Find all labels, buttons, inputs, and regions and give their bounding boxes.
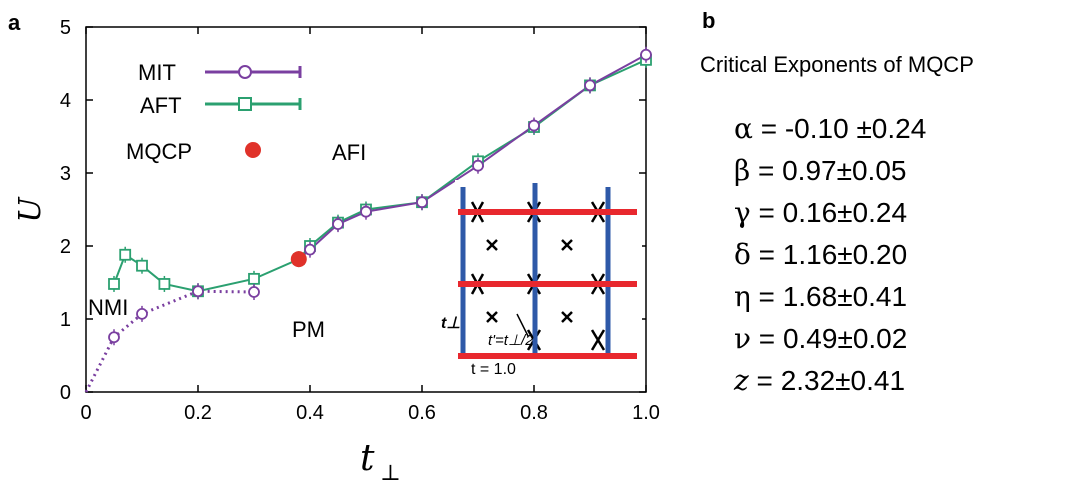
exponent-value: 1.16±0.20	[782, 239, 908, 270]
exponent-equals: =	[752, 113, 785, 144]
region-label-nmi: NMI	[88, 295, 128, 320]
mit-point	[472, 159, 484, 172]
exponent-value: 1.68±0.41	[782, 281, 908, 312]
exponent-symbol: z	[734, 364, 749, 397]
plot-frame	[85, 26, 647, 393]
mit-point	[528, 119, 540, 132]
exponent-symbol: ν	[734, 322, 752, 355]
y-tick-label: 1	[60, 309, 71, 331]
mit-point	[416, 196, 428, 209]
y-axis-label: U	[13, 196, 48, 223]
x-tick-label: 0.4	[296, 402, 324, 424]
exponent-equals: =	[751, 323, 783, 354]
aft-point	[248, 272, 260, 285]
aft-point	[119, 248, 132, 261]
y-tick-label: 4	[60, 90, 71, 112]
aft-point	[108, 278, 120, 290]
exponent-equals: =	[750, 155, 783, 186]
exponent-symbol: γ	[734, 196, 751, 229]
exponent-symbol: η	[734, 280, 751, 313]
x-tick-label: 0	[80, 402, 91, 424]
mit-point	[248, 286, 260, 298]
mit-point	[360, 205, 372, 218]
y-tick-label: 3	[60, 163, 71, 185]
exponent-row: α = -0.10 ±0.24	[734, 112, 926, 145]
inset-label-t: t = 1.0	[471, 361, 516, 378]
axis-tick-labels: 0 0.2 0.4 0.6 0.8 1.0 0 1 2 3 4 5	[60, 17, 660, 424]
panel-b: b Critical Exponents of MQCP α = -0.10 ±…	[700, 0, 1092, 485]
exponent-value: -0.10 ±0.24	[784, 113, 927, 144]
legend-swatch-mit	[205, 65, 302, 79]
exponent-value: 0.97±0.05	[782, 155, 907, 186]
legend-label-mqcp: MQCP	[126, 139, 192, 164]
x-tick-label: 0.8	[520, 402, 548, 424]
legend-label-aft: AFT	[140, 93, 182, 118]
exponent-symbol: δ	[734, 238, 751, 271]
x-tick-label: 1.0	[632, 402, 660, 424]
mit-point	[136, 307, 148, 320]
exponent-value: 2.32±0.41	[780, 365, 906, 396]
region-label-afi: AFI	[332, 140, 366, 165]
panel-a-figure: a 0 0.2 0.4 0.6 0.8 1.0 0 1 2 3 4 5 U t ⊥ NMI PM AF…	[8, 10, 660, 485]
mit-point	[332, 218, 344, 231]
inset-lattice-diagram: t⊥ t'=t⊥/2 t = 1.0	[441, 180, 642, 378]
x-tick-label: 0.2	[184, 402, 212, 424]
exponent-row: z = 2.32±0.41	[734, 364, 905, 397]
region-label-pm: PM	[292, 317, 325, 342]
inset-label-t-prime: t'=t⊥/2	[488, 332, 534, 349]
inset-pointer	[516, 313, 529, 337]
inset-horizontal-bonds	[458, 209, 637, 359]
mqcp-point	[290, 251, 307, 268]
exponent-symbol: β	[734, 154, 751, 187]
exponent-equals: =	[748, 365, 781, 396]
x-axis-label-main: t	[360, 438, 375, 479]
exponent-row: γ = 0.16±0.24	[734, 196, 907, 229]
panel-b-label: b	[702, 8, 716, 33]
mit-point	[192, 285, 204, 298]
mit-point	[584, 79, 596, 92]
mit-point	[304, 243, 316, 256]
aft-point	[136, 259, 148, 272]
legend: MIT AFT MQCP	[126, 60, 302, 164]
legend-swatch-aft	[205, 97, 302, 111]
y-tick-label: 0	[60, 382, 71, 404]
exponent-row: δ = 1.16±0.20	[734, 238, 907, 271]
y-tick-label: 5	[60, 17, 71, 39]
x-tick-label: 0.6	[408, 402, 436, 424]
panel-b-title: Critical Exponents of MQCP	[700, 52, 974, 77]
exponent-row: η = 1.68±0.41	[734, 280, 907, 313]
exponent-equals: =	[750, 197, 783, 228]
inset-label-t-perp: t⊥	[441, 315, 460, 332]
series-layer	[84, 46, 652, 393]
legend-label-mit: MIT	[138, 60, 176, 85]
mit-point	[640, 48, 652, 61]
exponent-value: 0.16±0.24	[782, 197, 908, 228]
exponent-symbol: α	[734, 112, 753, 145]
mit-point	[108, 331, 120, 344]
legend-swatch-mqcp	[245, 142, 261, 158]
exponent-row: ν = 0.49±0.02	[734, 322, 907, 355]
panel-a-label: a	[8, 10, 21, 35]
aft-point	[158, 278, 171, 290]
exponent-row: β = 0.97±0.05	[734, 154, 906, 187]
exponent-value: 0.49±0.02	[782, 323, 908, 354]
y-tick-label: 2	[60, 236, 71, 258]
exponent-equals: =	[750, 239, 783, 270]
exponent-equals: =	[750, 281, 783, 312]
x-axis-label-sub: ⊥	[380, 461, 401, 485]
